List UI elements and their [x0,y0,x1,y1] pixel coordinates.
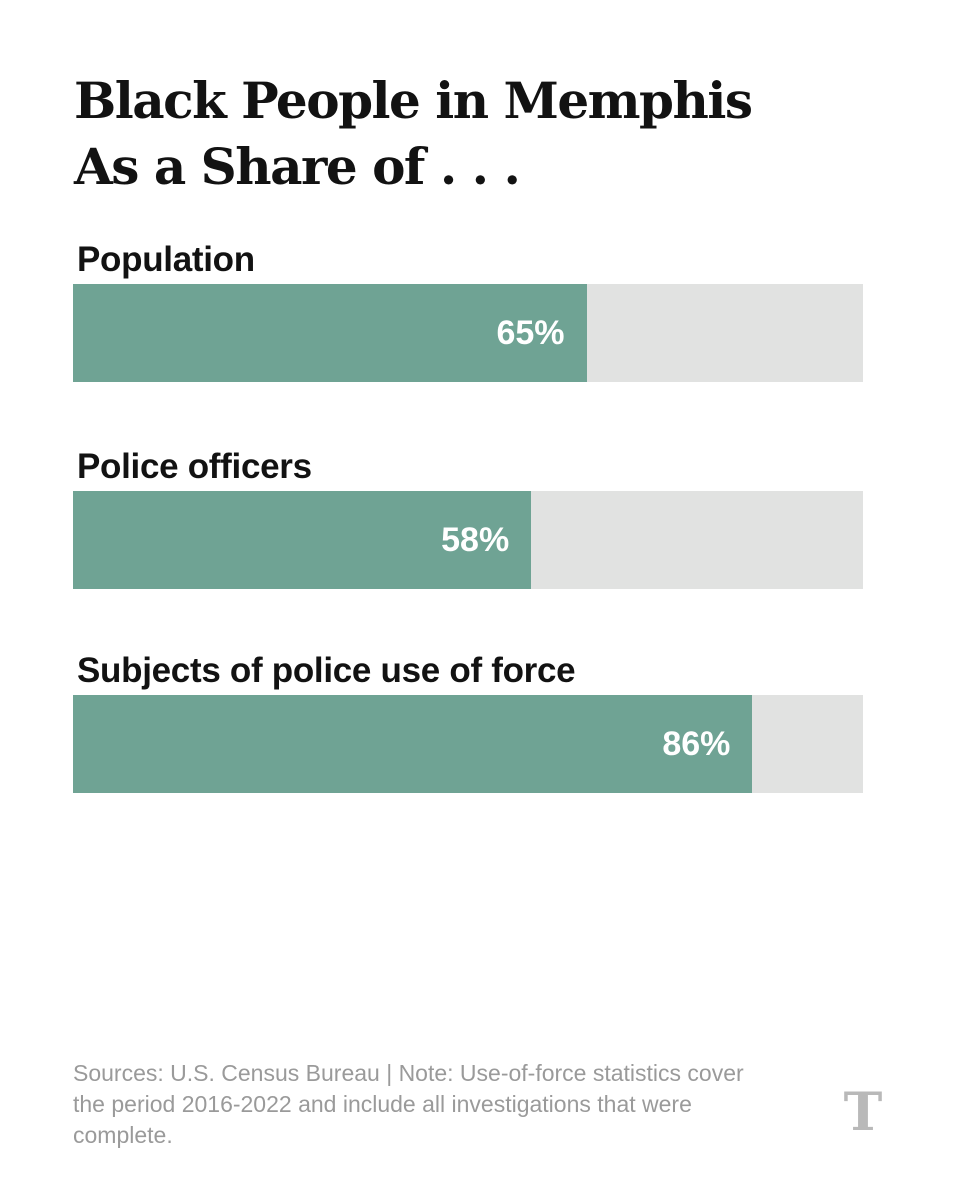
bar-track: 65% [73,284,863,382]
nyt-logo-icon: T [843,1082,883,1143]
chart-title: Black People in Memphis As a Share of . … [74,68,894,200]
bar-track: 58% [73,491,863,589]
category-label: Population [77,240,255,279]
chart-title-line-2: As a Share of . . . [74,137,521,196]
bar-track: 86% [73,695,863,793]
bar-population [73,284,587,382]
bar-chart: Population 65% Police officers 58% Subje… [73,240,863,840]
chart-title-line-1: Black People in Memphis [74,71,753,130]
value-label: 86% [662,725,731,763]
bar-police-officers [73,491,532,589]
value-label: 58% [441,521,510,559]
bar-row-use-of-force: Subjects of police use of force 86% [73,651,863,793]
source-note: Sources: U.S. Census Bureau | Note: Use-… [73,1060,744,1148]
bar-use-of-force [73,695,753,793]
category-label: Police officers [77,447,312,486]
bar-row-police-officers: Police officers 58% [73,447,863,589]
value-label: 65% [496,314,565,352]
bar-row-population: Population 65% [73,240,863,382]
category-label: Subjects of police use of force [77,651,576,690]
